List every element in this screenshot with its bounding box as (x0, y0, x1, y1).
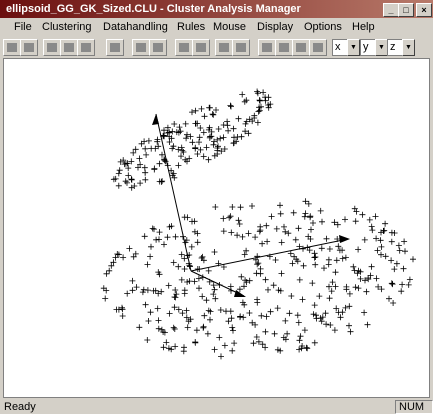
principal-axis (190, 238, 349, 272)
toolbar-button[interactable] (43, 39, 61, 56)
toolbar-button[interactable] (175, 39, 193, 56)
toolbar-button[interactable] (309, 39, 327, 56)
menu-item[interactable]: Help (352, 21, 375, 33)
menu-item[interactable]: Options (304, 21, 342, 33)
minimize-button[interactable]: _ (383, 3, 399, 17)
status-indicator: NUM (395, 400, 433, 414)
toolbar-button[interactable] (77, 39, 95, 56)
toolbar-button[interactable] (132, 39, 150, 56)
window-title: ellipsoid_GG_GK_Sized.CLU - Cluster Anal… (6, 3, 301, 15)
menu-item[interactable]: File (14, 21, 32, 33)
menu-item[interactable]: Datahandling (103, 21, 168, 33)
principal-axis (155, 113, 192, 272)
cluster-points (100, 198, 416, 360)
axis-selector[interactable]: y (360, 39, 376, 56)
principal-axis (190, 270, 245, 297)
toolbar-button[interactable] (192, 39, 210, 56)
menu-item[interactable]: Clustering (42, 21, 92, 33)
toolbar-button[interactable] (292, 39, 310, 56)
plot-canvas (3, 58, 430, 398)
maximize-button[interactable]: □ (398, 3, 414, 17)
toolbar-button[interactable] (215, 39, 233, 56)
dropdown-arrow[interactable]: ▼ (402, 39, 415, 56)
axis-arrowhead (152, 114, 159, 125)
axis-selector[interactable]: z (387, 39, 403, 56)
dropdown-arrow[interactable]: ▼ (347, 39, 360, 56)
axis-selector[interactable]: x (332, 39, 348, 56)
menu-item[interactable]: Display (257, 21, 294, 33)
toolbar-button[interactable] (149, 39, 167, 56)
toolbar-button[interactable] (106, 39, 124, 56)
axis-arrowhead (234, 290, 246, 297)
axis-arrowhead (339, 235, 350, 243)
dropdown-arrow[interactable]: ▼ (375, 39, 388, 56)
cluster-points (110, 88, 274, 191)
status-message: Ready (4, 401, 36, 413)
menu-item[interactable]: Mouse (213, 21, 247, 33)
menu-item[interactable]: Rules (177, 21, 206, 33)
title-bar: ellipsoid_GG_GK_Sized.CLU - Cluster Anal… (0, 0, 433, 18)
toolbar-button[interactable] (20, 39, 38, 56)
toolbar-button[interactable] (232, 39, 250, 56)
toolbar-button[interactable] (3, 39, 21, 56)
toolbar-button[interactable] (258, 39, 276, 56)
toolbar-button[interactable] (60, 39, 78, 56)
close-button[interactable]: × (416, 3, 432, 17)
toolbar-button[interactable] (275, 39, 293, 56)
